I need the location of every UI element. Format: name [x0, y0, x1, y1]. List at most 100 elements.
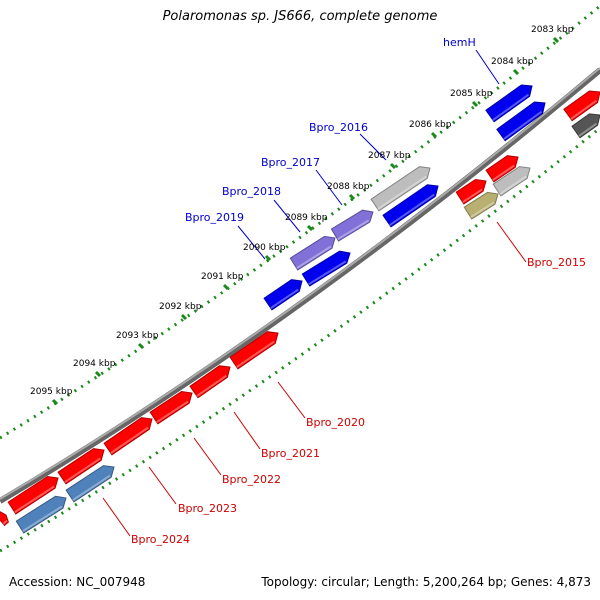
gene-label-bpro-2019[interactable]: Bpro_2019 — [185, 211, 244, 224]
topology-text: Topology: circular; Length: 5,200,264 bp… — [261, 575, 591, 589]
major-tick — [552, 36, 560, 44]
kbp-labels: 2083 kbp 2084 kbp 2085 kbp 2086 kbp 2087… — [30, 25, 574, 397]
gene-blue-4-highlight — [308, 260, 347, 286]
gene-label-bpro-2017[interactable]: Bpro_2017 — [261, 156, 320, 169]
major-tick — [430, 131, 438, 139]
kbp-label: 2089 kbp — [285, 213, 328, 223]
gene-blue-3[interactable] — [382, 184, 439, 228]
gene-label-bpro-2023[interactable]: Bpro_2023 — [178, 502, 237, 515]
gene-red-edge-highlight — [570, 99, 597, 120]
gene-bpro-2019-highlight — [270, 288, 299, 309]
major-tick — [264, 254, 272, 262]
major-tick — [512, 68, 520, 76]
gene-red-b[interactable] — [485, 155, 519, 183]
gene-bpro-2020-highlight — [236, 340, 275, 368]
gene-bpro-2021[interactable] — [189, 365, 231, 399]
leader-line — [273, 199, 301, 233]
kbp-label: 2092 kbp — [159, 302, 202, 312]
major-tick — [306, 224, 314, 232]
kbp-label: 2091 kbp — [201, 272, 244, 282]
gene-red-edge-left[interactable] — [0, 511, 9, 527]
gene-blue-2[interactable] — [496, 101, 546, 142]
gene-bpro-2019[interactable] — [263, 279, 303, 311]
gene-label-bpro-2022[interactable]: Bpro_2022 — [222, 473, 281, 486]
kbp-label: 2088 kbp — [327, 182, 370, 192]
map-title: Polaromonas sp. JS666, complete genome — [162, 9, 438, 24]
gene-bpro-2023-highlight — [110, 426, 149, 454]
kbp-label: 2083 kbp — [531, 25, 574, 35]
major-tick — [137, 342, 145, 350]
major-ticks — [51, 36, 560, 406]
gene-bpro-2023[interactable] — [103, 417, 153, 456]
gene-blue-2-highlight — [503, 110, 543, 140]
gene-bpro-2018-highlight — [296, 245, 332, 270]
major-tick — [51, 398, 59, 406]
leader-line — [475, 49, 500, 85]
gene-bpro-2017-highlight — [337, 219, 370, 241]
label-leader-lines — [102, 49, 527, 537]
gene-gray-b-highlight — [499, 175, 527, 196]
gene-red-b-highlight — [492, 164, 515, 181]
major-tick — [471, 100, 479, 108]
leader-line — [359, 133, 387, 161]
kbp-label: 2090 kbp — [243, 243, 286, 253]
leader-line — [148, 466, 177, 505]
major-tick — [94, 370, 102, 378]
gene-red-edge[interactable] — [563, 90, 600, 122]
gene-steel-a[interactable] — [65, 465, 115, 503]
gene-red-c[interactable] — [57, 448, 105, 485]
leader-line — [277, 381, 306, 419]
gene-bpro-2020[interactable] — [229, 331, 279, 370]
gene-dark-edge[interactable] — [571, 113, 600, 139]
kbp-label: 2086 kbp — [409, 120, 452, 130]
gene-label-bpro-2024[interactable]: Bpro_2024 — [131, 533, 190, 546]
gene-hemH[interactable] — [485, 84, 533, 123]
gene-bpro-2017[interactable] — [330, 209, 374, 242]
leader-line — [102, 497, 131, 537]
gene-bpro-2022[interactable] — [149, 390, 193, 425]
gene-label-bpro-2016[interactable]: Bpro_2016 — [309, 121, 368, 134]
gene-label-bpro-2018[interactable]: Bpro_2018 — [222, 185, 281, 198]
gene-bpro-2016-highlight — [377, 175, 427, 210]
gene-bpro-2015-highlight — [470, 201, 495, 219]
gene-bpro-2016[interactable] — [370, 166, 431, 212]
genome-backbone-highlight — [0, 67, 600, 500]
gene-label-bpro-2020[interactable]: Bpro_2020 — [306, 416, 365, 429]
gene-bpro-2024[interactable] — [7, 475, 59, 515]
major-tick — [180, 313, 188, 321]
gene-bpro-2022-highlight — [156, 400, 189, 424]
leader-line — [315, 169, 343, 206]
major-tick — [222, 283, 230, 291]
gene-features — [0, 84, 600, 534]
gene-steel-a-highlight — [72, 474, 111, 502]
gene-steel-b[interactable] — [15, 495, 67, 534]
gene-red-a[interactable] — [455, 178, 487, 205]
gene-labels: hemH Bpro_2016 Bpro_2017 Bpro_2018 Bpro_… — [131, 36, 586, 546]
leader-line — [193, 437, 222, 476]
gene-blue-4[interactable] — [301, 250, 351, 287]
gene-red-a-highlight — [462, 188, 483, 204]
gene-gray-b[interactable] — [492, 166, 531, 197]
kbp-label: 2085 kbp — [450, 89, 493, 99]
gene-dark-edge-highlight — [578, 122, 597, 137]
gene-label-bpro-2021[interactable]: Bpro_2021 — [261, 447, 320, 460]
leader-line — [233, 411, 261, 450]
accession-text: Accession: NC_007948 — [9, 575, 146, 589]
gene-bpro-2018[interactable] — [289, 235, 336, 271]
kbp-label: 2087 kbp — [368, 151, 411, 161]
gene-bpro-2021-highlight — [196, 374, 227, 397]
inner-tick-ring — [0, 126, 600, 553]
kbp-label: 2093 kbp — [116, 331, 159, 341]
major-tick — [348, 193, 356, 201]
gene-steel-b-highlight — [22, 505, 63, 533]
gene-red-c-highlight — [64, 457, 101, 484]
kbp-label: 2094 kbp — [73, 359, 116, 369]
leader-line — [237, 225, 266, 260]
gene-label-bpro-2015[interactable]: Bpro_2015 — [527, 256, 586, 269]
kbp-label: 2084 kbp — [491, 57, 534, 67]
gene-red-edge-left-highlight — [2, 519, 8, 525]
gene-label-hemH[interactable]: hemH — [443, 36, 476, 49]
gene-bpro-2015[interactable] — [463, 191, 499, 220]
